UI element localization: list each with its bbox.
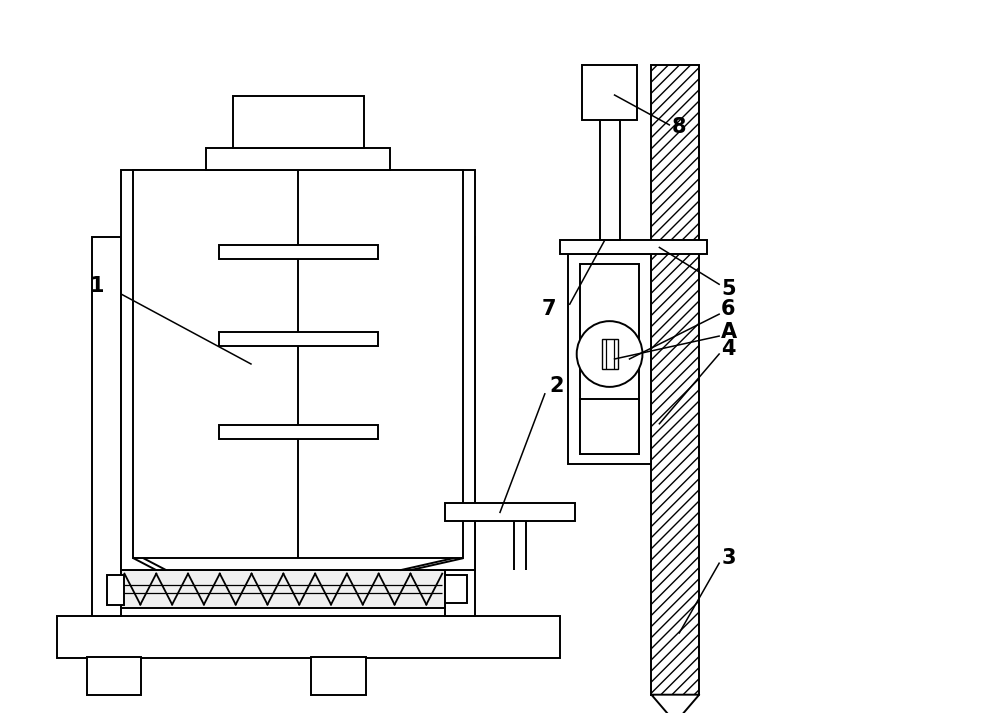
Bar — [445, 575, 467, 603]
Text: 6: 6 — [721, 299, 736, 319]
Circle shape — [577, 321, 642, 387]
Bar — [560, 241, 707, 254]
Bar — [602, 339, 618, 369]
Bar — [121, 170, 475, 570]
Bar — [121, 570, 445, 608]
Bar — [219, 246, 378, 259]
Bar — [206, 148, 390, 170]
Text: 2: 2 — [550, 376, 564, 396]
Bar — [568, 254, 651, 463]
Bar — [219, 332, 378, 346]
Bar — [107, 575, 124, 605]
Bar — [445, 503, 575, 521]
Polygon shape — [651, 695, 699, 714]
Bar — [580, 399, 639, 453]
Bar — [133, 170, 463, 558]
Bar — [219, 425, 378, 438]
Bar — [600, 120, 620, 241]
Bar — [580, 264, 639, 453]
Text: 1: 1 — [90, 276, 104, 296]
Bar — [311, 657, 366, 695]
Bar — [57, 616, 560, 658]
Bar — [87, 657, 141, 695]
Bar — [92, 238, 121, 616]
Text: 8: 8 — [671, 117, 686, 137]
Bar — [651, 65, 699, 695]
Bar — [445, 238, 475, 616]
Text: 5: 5 — [721, 279, 736, 299]
Bar — [582, 65, 637, 120]
Bar — [233, 96, 364, 148]
Text: 7: 7 — [542, 299, 556, 319]
Text: 4: 4 — [721, 339, 736, 359]
Text: 3: 3 — [721, 548, 736, 568]
Text: A: A — [721, 322, 737, 342]
